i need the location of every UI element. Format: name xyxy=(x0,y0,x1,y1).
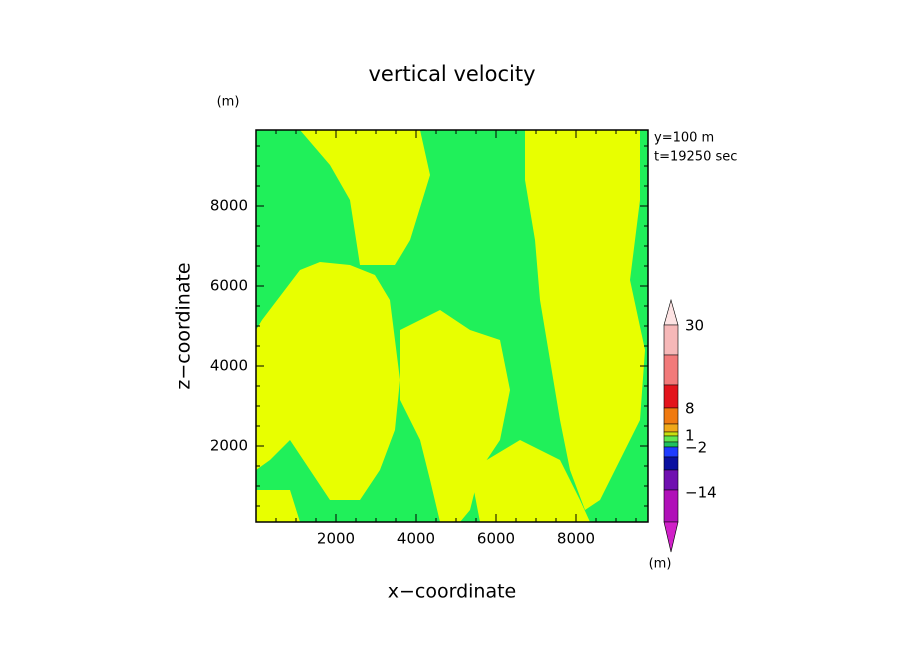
colorbar-segment xyxy=(663,441,679,448)
y-tick-label: 2000 xyxy=(210,437,248,455)
y-tick-label: 8000 xyxy=(210,197,248,215)
x-tick-label: 4000 xyxy=(397,530,435,548)
field-regions xyxy=(256,130,645,522)
annotation: t=19250 sec xyxy=(654,150,737,165)
colorbar-label: −14 xyxy=(685,484,717,502)
colorbar-segment xyxy=(663,298,679,326)
colorbar-segment xyxy=(663,469,679,491)
x-tick-label: 8000 xyxy=(557,530,595,548)
colorbar-segment xyxy=(663,521,679,553)
colorbar-segment xyxy=(663,407,679,425)
y-unit: (m) xyxy=(217,95,240,110)
x-axis-label: x−coordinate xyxy=(388,581,517,603)
chart-title: vertical velocity xyxy=(368,62,535,86)
colorbar-label: 1 xyxy=(685,427,695,445)
colorbar-segment xyxy=(663,384,679,409)
colorbar: 30 8 1−2 −14 xyxy=(663,298,717,553)
colorbar-unit: (m) xyxy=(649,557,672,572)
colorbar-label: 8 xyxy=(685,400,695,418)
colorbar-segment xyxy=(663,456,679,471)
y-tick-label: 6000 xyxy=(210,277,248,295)
colorbar-segment xyxy=(663,435,679,443)
colorbar-label: 30 xyxy=(685,317,704,335)
x-tick-label: 2000 xyxy=(317,530,355,548)
colorbar-segment xyxy=(663,446,679,458)
colorbar-segment xyxy=(663,431,679,437)
colorbar-segment xyxy=(663,324,679,356)
colorbar-segment xyxy=(663,489,679,523)
colorbar-segment xyxy=(663,423,679,433)
x-tick-label: 6000 xyxy=(477,530,515,548)
y-axis-label: z−coordinate xyxy=(173,262,195,389)
annotation: y=100 m xyxy=(654,131,714,146)
contour-field xyxy=(255,129,649,523)
colorbar-label: −2 xyxy=(685,439,707,457)
colorbar-segment xyxy=(663,354,679,386)
y-tick-label: 4000 xyxy=(210,357,248,375)
